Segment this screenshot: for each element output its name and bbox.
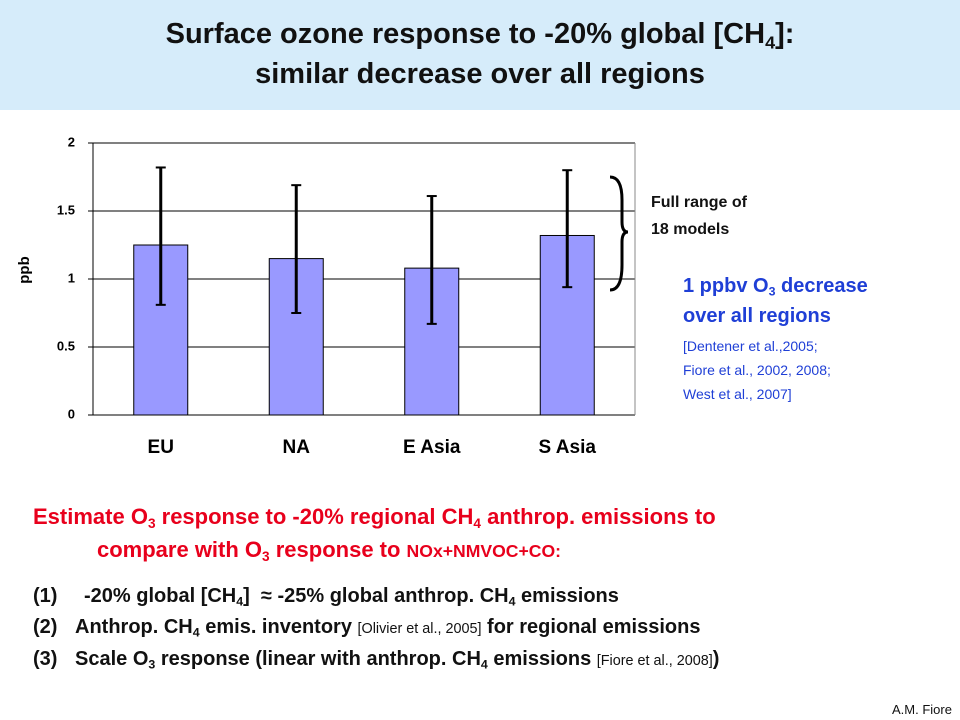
reference: West et al., 2007] <box>683 386 792 402</box>
text-run: emissions <box>515 585 619 607</box>
text-run: NOx+NMVOC+CO: <box>406 541 562 561</box>
text-run: 4 <box>473 516 481 532</box>
reference: Fiore et al., 2002, 2008; <box>683 362 831 378</box>
chart: ppb 0 0.5 1 1.5 2 EU NA E Asia S Asia <box>16 134 636 458</box>
text-run: 3 <box>148 657 156 672</box>
title-line: Surface ozone response to -20% global [C… <box>0 18 960 51</box>
text-run: 1 ppbv O <box>683 275 769 297</box>
text-run: 4 <box>480 657 488 672</box>
text-run: response to -20% regional CH <box>155 504 474 529</box>
credit: A.M. Fiore <box>892 702 952 717</box>
text-run: Estimate O <box>33 504 148 529</box>
y-tick-label: 0 <box>68 406 75 421</box>
text-run: -20% global [CH <box>84 585 237 607</box>
list-marker: (3) <box>33 648 58 670</box>
text-run: for regional emissions <box>481 616 701 638</box>
list-item: Anthrop. CH4 emis. inventory [Olivier et… <box>75 616 700 639</box>
text-run: 3 <box>768 284 776 299</box>
text-run: [Olivier et al., 2005] <box>357 621 482 637</box>
text-run: 4 <box>192 625 200 640</box>
text-run: emis. inventory <box>199 616 358 638</box>
text-run: ) <box>712 648 720 670</box>
y-tick-label: 1 <box>68 270 75 285</box>
text-run: [Fiore et al., 2008] <box>596 653 713 669</box>
text-run: 4 <box>765 32 776 53</box>
list-marker: (1) <box>33 585 58 607</box>
y-tick-label: 0.5 <box>57 338 75 353</box>
title-band <box>0 0 960 110</box>
blue-note: over all regions <box>683 305 831 328</box>
text-run: 3 <box>147 516 156 532</box>
text-run: over all regions <box>683 305 831 327</box>
y-axis-label: ppb <box>16 256 33 284</box>
text-run: Anthrop. CH <box>75 616 193 638</box>
intro-line: compare with O3 response to NOx+NMVOC+CO… <box>97 537 561 563</box>
x-tick-label: S Asia <box>539 437 597 458</box>
text-run: emissions <box>487 648 597 670</box>
range-note: Full range of <box>651 194 747 211</box>
text-run: 4 <box>508 594 516 609</box>
text-run: similar decrease over all regions <box>255 58 705 90</box>
range-note: 18 models <box>651 221 730 238</box>
text-run: decrease <box>775 275 868 297</box>
list-item: Scale O3 response (linear with anthrop. … <box>75 648 719 671</box>
text-run: Surface ozone response to -20% global [C… <box>165 18 766 50</box>
text-run: response (linear with anthrop. CH <box>155 648 481 670</box>
x-tick-label: NA <box>283 437 311 458</box>
list-marker: (2) <box>33 616 58 638</box>
text-run: anthrop. emissions to <box>480 504 716 529</box>
text-run: ] ≈ -25% global anthrop. CH <box>243 585 509 607</box>
x-tick-label: EU <box>148 437 174 458</box>
y-tick-label: 2 <box>68 134 75 149</box>
text-run: compare with O <box>97 537 263 562</box>
x-tick-label: E Asia <box>403 437 461 458</box>
intro-line: Estimate O3 response to -20% regional CH… <box>33 504 716 530</box>
text-run: 4 <box>236 594 244 609</box>
text-run: ]: <box>775 18 795 50</box>
y-tick-label: 1.5 <box>57 202 75 217</box>
range-brace <box>609 175 629 292</box>
text-run: 3 <box>262 549 270 565</box>
blue-note: 1 ppbv O3 decrease <box>683 275 868 298</box>
text-run: Scale O <box>75 648 149 670</box>
text-run: response to <box>269 537 407 562</box>
reference: [Dentener et al.,2005; <box>683 338 818 354</box>
title-line: similar decrease over all regions <box>0 58 960 91</box>
list-item: -20% global [CH4] ≈ -25% global anthrop.… <box>84 585 619 608</box>
